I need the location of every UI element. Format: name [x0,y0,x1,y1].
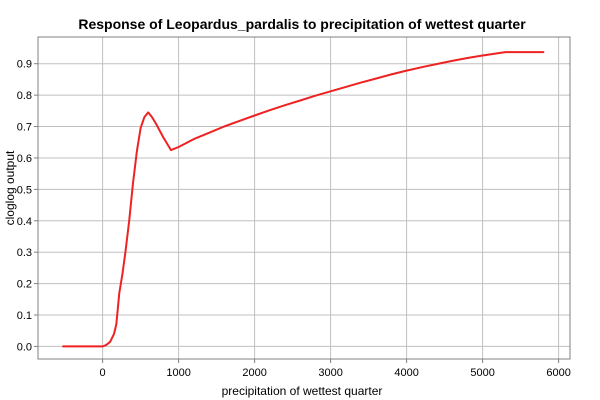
x-tick-label: 6000 [546,367,570,379]
y-tick-label: 0.6 [17,153,32,165]
x-tick-label: 4000 [394,367,418,379]
axis-ticks: 0 1000 2000 3000 4000 5000 6000 0.0 0.1 0.2 0.3 0.4… [17,59,571,379]
x-tick-label: 0 [100,367,106,379]
y-tick-label: 0.2 [17,279,32,291]
response-line [62,51,545,348]
y-tick-label: 0.1 [17,310,32,322]
y-tick-label: 0.5 [17,184,32,196]
chart-title: Response of Leopardus_pardalis to precip… [78,16,526,32]
x-tick-label: 1000 [166,367,190,379]
y-tick-label: 0.3 [17,247,32,259]
y-axis-label: cloglog output [3,150,17,225]
y-tick-label: 0.4 [17,216,32,228]
y-tick-label: 0.0 [17,341,32,353]
x-tick-label: 3000 [318,367,342,379]
grid [38,37,570,359]
x-axis-label: precipitation of wettest quarter [222,384,383,398]
plot-frame [37,36,571,360]
data-layer [62,51,545,348]
y-tick-label: 0.7 [17,122,32,134]
x-tick-label: 5000 [470,367,494,379]
x-tick-label: 2000 [242,367,266,379]
y-tick-label: 0.8 [17,90,32,102]
y-tick-label: 0.9 [17,59,32,71]
